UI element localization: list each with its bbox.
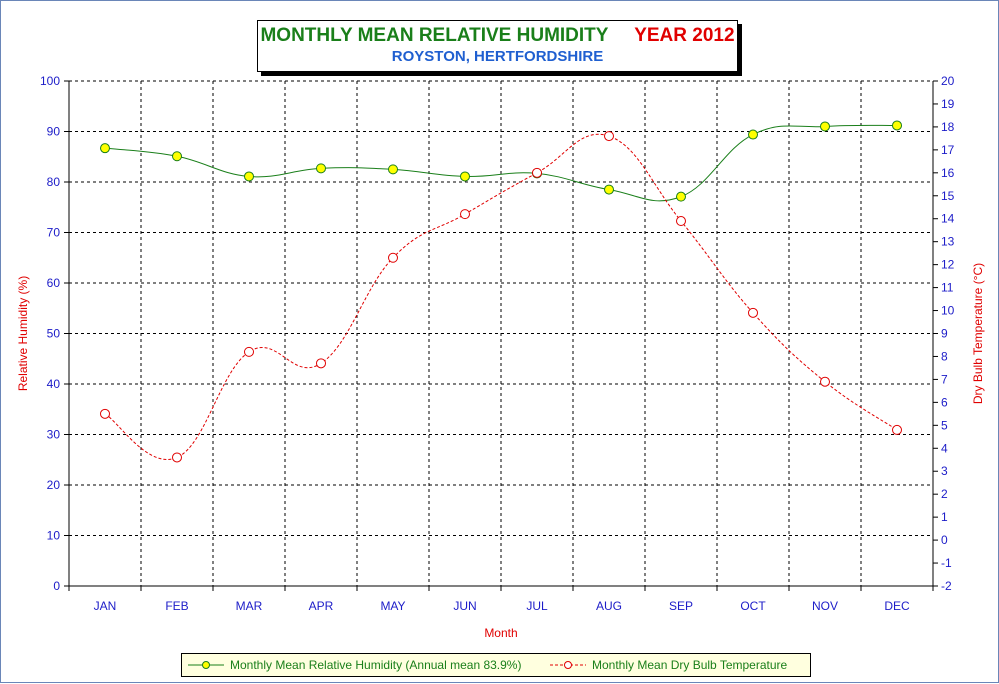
humidity-data-point — [172, 151, 182, 162]
y-tick-label-right: 18 — [941, 120, 955, 134]
humidity-data-point — [748, 129, 758, 140]
temperature-data-point — [244, 346, 254, 357]
x-tick-label: JUN — [453, 599, 476, 613]
y-tick-label-right: 3 — [941, 464, 948, 478]
y-tick-label-left: 30 — [47, 428, 61, 442]
x-tick-label: NOV — [812, 599, 838, 613]
humidity-data-point — [676, 191, 686, 202]
humidity-data-point — [820, 121, 830, 132]
temperature-data-point — [748, 307, 758, 318]
y-tick-label-right: 6 — [941, 395, 948, 409]
y-tick-label-left: 50 — [47, 327, 61, 341]
x-tick-label: FEB — [165, 599, 188, 613]
y-tick-label-right: 7 — [941, 372, 948, 386]
title-line: MONTHLY MEAN RELATIVE HUMIDITY YEAR 2012 — [258, 25, 737, 47]
y-tick-label-left: 60 — [47, 276, 61, 290]
temperature-data-point — [604, 131, 614, 142]
y-axis-title-left: Relative Humidity (%) — [16, 276, 30, 391]
x-tick-label: JUL — [526, 599, 548, 613]
x-tick-label: AUG — [596, 599, 622, 613]
y-tick-label-left: 40 — [47, 377, 61, 391]
humidity-data-point — [604, 184, 614, 195]
y-tick-label-left: 100 — [40, 74, 60, 88]
humidity-data-point — [244, 171, 254, 182]
temperature-data-point — [892, 424, 902, 435]
y-tick-label-right: 8 — [941, 349, 948, 363]
y-tick-label-right: 20 — [941, 74, 955, 88]
temperature-data-point — [460, 209, 470, 220]
x-tick-label: DEC — [884, 599, 910, 613]
chart-title: MONTHLY MEAN RELATIVE HUMIDITY — [260, 25, 609, 46]
x-tick-label: MAR — [236, 599, 263, 613]
temperature-data-point — [172, 452, 182, 463]
y-tick-label-right: -1 — [941, 556, 952, 570]
y-tick-label-right: 1 — [941, 510, 948, 524]
legend-temperature-swatch — [550, 661, 586, 669]
chart-subtitle: ROYSTON, HERTFORDSHIRE — [391, 48, 604, 65]
y-tick-label-right: 12 — [941, 258, 955, 272]
humidity-data-point — [388, 164, 398, 175]
legend-temperature-label: Monthly Mean Dry Bulb Temperature — [592, 658, 788, 672]
x-tick-label: APR — [309, 599, 334, 613]
y-tick-label-right: 15 — [941, 189, 955, 203]
legend: Monthly Mean Relative Humidity (Annual m… — [181, 653, 811, 677]
y-tick-label-left: 90 — [47, 125, 61, 139]
legend-humidity-swatch — [188, 661, 224, 669]
x-axis-title: Month — [484, 626, 517, 640]
chart-year: YEAR 2012 — [634, 25, 735, 46]
temperature-data-point — [388, 252, 398, 263]
y-tick-label-right: 11 — [941, 281, 954, 295]
x-tick-label: OCT — [740, 599, 766, 613]
y-tick-label-left: 70 — [47, 226, 61, 240]
y-tick-label-right: 13 — [941, 235, 955, 249]
legend-humidity-label: Monthly Mean Relative Humidity (Annual m… — [230, 658, 522, 672]
y-tick-label-left: 80 — [47, 175, 61, 189]
temperature-data-point — [532, 167, 542, 178]
title-box: MONTHLY MEAN RELATIVE HUMIDITY YEAR 2012… — [257, 20, 738, 72]
y-tick-label-right: 14 — [941, 212, 955, 226]
y-tick-label-right: 0 — [941, 533, 948, 547]
y-tick-label-right: 10 — [941, 304, 955, 318]
y-tick-label-left: 10 — [47, 529, 61, 543]
temperature-data-point — [820, 376, 830, 387]
y-tick-label-right: 16 — [941, 166, 955, 180]
humidity-data-point — [892, 120, 902, 131]
y-tick-label-right: 4 — [941, 441, 948, 455]
y-tick-label-right: 5 — [941, 418, 948, 432]
temperature-data-point — [676, 216, 686, 227]
y-tick-label-right: 9 — [941, 327, 948, 341]
x-tick-label: JAN — [94, 599, 117, 613]
y-tick-label-left: 0 — [53, 579, 60, 593]
temperature-data-point — [316, 358, 326, 369]
x-tick-label: MAY — [380, 599, 405, 613]
y-tick-label-right: 19 — [941, 97, 955, 111]
humidity-data-point — [100, 143, 110, 154]
y-tick-label-right: 2 — [941, 487, 948, 501]
y-axis-title-right: Dry Bulb Temperature (°C) — [971, 263, 985, 404]
y-tick-label-left: 20 — [47, 478, 61, 492]
humidity-data-point — [460, 171, 470, 182]
humidity-data-point — [316, 163, 326, 174]
y-tick-label-right: -2 — [941, 579, 952, 593]
temperature-data-point — [100, 408, 110, 419]
x-tick-label: SEP — [669, 599, 693, 613]
y-tick-label-right: 17 — [941, 143, 955, 157]
